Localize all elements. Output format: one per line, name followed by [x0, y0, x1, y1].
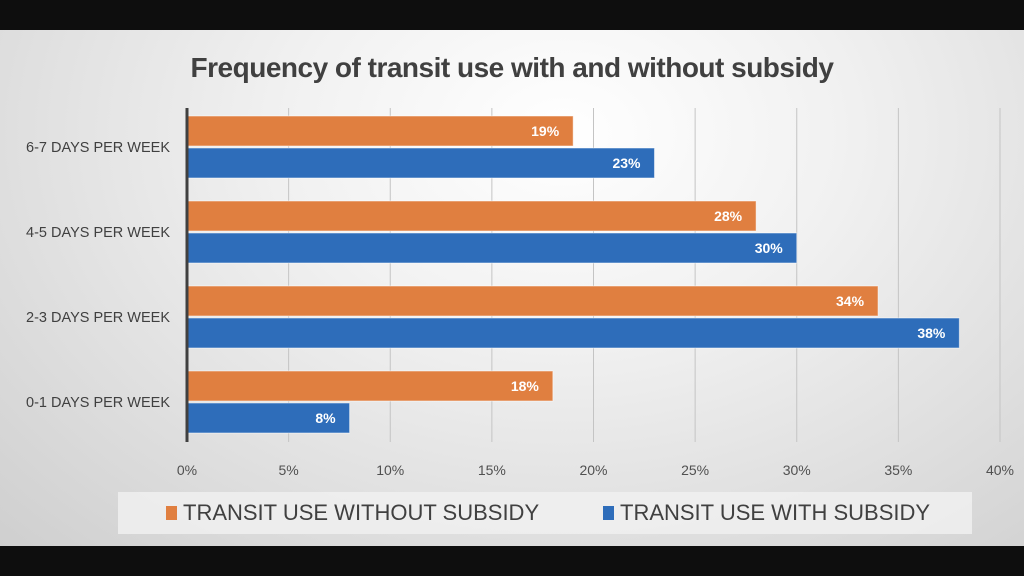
x-tick-label: 15%: [478, 462, 506, 478]
legend-item-with-subsidy: TRANSIT USE WITH SUBSIDY: [603, 500, 930, 526]
data-label: 34%: [836, 293, 865, 309]
legend-swatch-blue: [603, 506, 614, 520]
data-label: 28%: [714, 208, 743, 224]
chart-slide: Frequency of transit use with and withou…: [0, 30, 1024, 546]
bar-with-subsidy: [186, 232, 798, 264]
data-label: 30%: [755, 240, 784, 256]
x-tick-label: 10%: [376, 462, 404, 478]
legend-item-without-subsidy: TRANSIT USE WITHOUT SUBSIDY: [166, 500, 539, 526]
bar-chart: 19% 23% 28% 30% 34% 38% 18% 8% 6-7 DAYS PER WEE…: [26, 108, 1014, 478]
data-label: 18%: [511, 378, 540, 394]
chart-title: Frequency of transit use with and withou…: [190, 52, 834, 83]
bar-without-subsidy: [186, 285, 879, 317]
bar-with-subsidy: [186, 317, 960, 349]
bar-with-subsidy: [186, 402, 351, 434]
bar-without-subsidy: [186, 200, 757, 232]
x-tick-label: 25%: [681, 462, 709, 478]
bar-without-subsidy: [186, 370, 554, 402]
bar-without-subsidy: [186, 115, 574, 147]
data-label: 19%: [531, 123, 560, 139]
x-tick-label: 20%: [579, 462, 607, 478]
data-label: 23%: [612, 155, 641, 171]
legend: TRANSIT USE WITHOUT SUBSIDY TRANSIT USE …: [118, 492, 972, 534]
legend-swatch-orange: [166, 506, 177, 520]
bars: 19% 23% 28% 30% 34% 38% 18% 8%: [186, 115, 960, 434]
category-label: 2-3 DAYS PER WEEK: [26, 310, 170, 326]
legend-label: TRANSIT USE WITH SUBSIDY: [620, 500, 931, 525]
category-label: 4-5 DAYS PER WEEK: [26, 225, 170, 241]
x-tick-label: 35%: [884, 462, 912, 478]
category-label: 0-1 DAYS PER WEEK: [26, 395, 170, 411]
category-labels: 6-7 DAYS PER WEEK 4-5 DAYS PER WEEK 2-3 …: [26, 140, 170, 411]
bar-with-subsidy: [186, 147, 655, 179]
x-tick-label: 0%: [177, 462, 197, 478]
legend-label: TRANSIT USE WITHOUT SUBSIDY: [183, 500, 540, 525]
x-tick-label: 30%: [783, 462, 811, 478]
category-label: 6-7 DAYS PER WEEK: [26, 140, 170, 156]
data-label: 38%: [917, 325, 946, 341]
data-label: 8%: [315, 410, 336, 426]
x-tick-label: 5%: [279, 462, 299, 478]
x-tick-labels: 0% 5% 10% 15% 20% 25% 30% 35% 40%: [177, 462, 1014, 478]
x-tick-label: 40%: [986, 462, 1014, 478]
